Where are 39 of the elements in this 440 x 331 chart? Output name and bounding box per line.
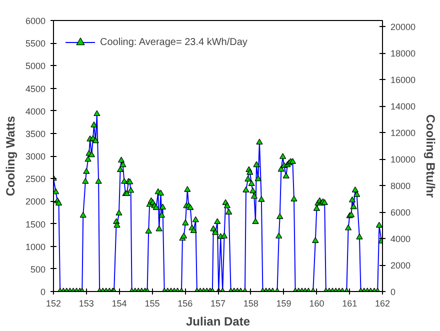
y2-tick-label: 20000 [390, 22, 416, 32]
y-tick-label: 6000 [25, 16, 46, 26]
x-axis-title: Julian Date [186, 314, 250, 328]
y2-tick-label: 6000 [390, 208, 411, 218]
x-tick-label: 161 [342, 298, 358, 308]
x-tick-label: 156 [178, 298, 193, 308]
x-tick-label: 158 [243, 298, 258, 308]
x-tick-label: 157 [210, 298, 226, 308]
x-tick-label: 160 [309, 298, 324, 308]
y-axis-title: Cooling Watts [3, 116, 18, 196]
y2-tick-label: 14000 [390, 102, 416, 112]
y2-axis-title: Cooling Btu/hr [424, 114, 438, 198]
y2-tick-label: 2000 [390, 260, 411, 271]
y2-tick-label: 10000 [390, 154, 416, 165]
x-tick-label: 154 [112, 298, 127, 308]
y-tick-label: 2500 [25, 174, 46, 184]
y-tick-label: 4500 [25, 84, 46, 94]
legend-label: Cooling: Average= 23.4 kWh/Day [100, 36, 248, 48]
y2-tick-label: 0 [390, 287, 396, 297]
y-tick-label: 3000 [25, 152, 46, 162]
y-tick-label: 1000 [25, 242, 46, 252]
y2-tick-label: 16000 [390, 75, 416, 86]
x-tick-label: 162 [374, 298, 390, 308]
x-tick-label: 155 [144, 298, 160, 308]
x-tick-label: 159 [276, 298, 292, 308]
y2-tick-label: 18000 [390, 48, 416, 59]
y-tick-label: 500 [30, 264, 46, 274]
y2-tick-label: 8000 [390, 181, 411, 192]
x-tick-label: 152 [46, 298, 62, 308]
y-tick-label: 0 [40, 287, 46, 297]
y-tick-label: 1500 [25, 219, 46, 230]
x-tick-label: 153 [78, 298, 94, 308]
y-tick-label: 3500 [25, 128, 46, 139]
y-tick-label: 5500 [25, 38, 46, 49]
y2-tick-label: 4000 [390, 234, 411, 244]
y-tick-label: 5000 [25, 61, 46, 72]
y2-tick-label: 12000 [390, 128, 416, 138]
y-tick-label: 2000 [25, 196, 46, 207]
y-tick-label: 4000 [25, 106, 46, 116]
